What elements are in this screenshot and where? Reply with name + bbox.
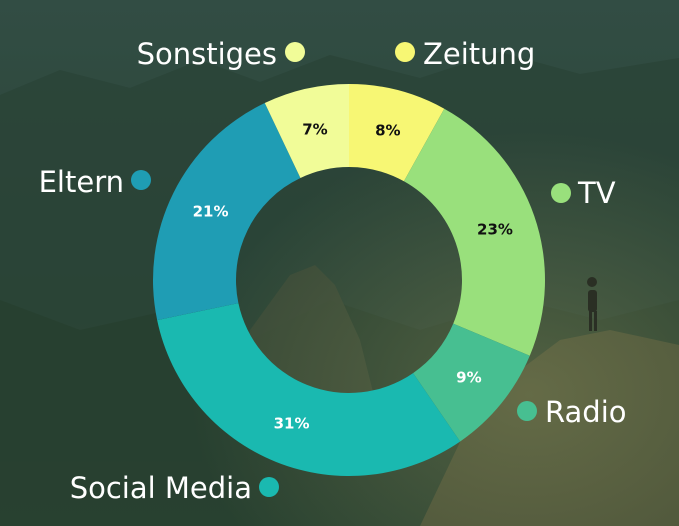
slice-social-media — [157, 303, 461, 476]
hiker-figure — [587, 277, 597, 331]
slice-sonstiges — [264, 84, 349, 178]
legend-dot-zeitung — [395, 42, 415, 62]
pct-label-social-media: 31% — [274, 414, 310, 432]
pct-label-sonstiges: 7% — [302, 120, 327, 138]
slice-radio — [413, 323, 530, 442]
legend-dot-sonstiges — [285, 42, 305, 62]
pct-label-eltern: 21% — [193, 202, 229, 220]
slice-eltern — [153, 103, 301, 321]
pct-label-radio: 9% — [456, 368, 481, 386]
legend-dot-radio — [517, 401, 537, 421]
category-label-eltern: Eltern — [39, 165, 124, 199]
category-label-tv: TV — [577, 176, 616, 210]
legend-dot-eltern — [131, 170, 151, 190]
slice-zeitung — [349, 84, 445, 182]
category-label-sonstiges: Sonstiges — [137, 37, 277, 71]
pct-label-zeitung: 8% — [375, 121, 400, 139]
category-label-social-media: Social Media — [70, 471, 252, 505]
slice-tv — [403, 108, 545, 356]
category-label-zeitung: Zeitung — [423, 37, 535, 71]
legend-dot-tv — [551, 183, 571, 203]
legend-dot-social-media — [259, 477, 279, 497]
pct-label-tv: 23% — [477, 220, 513, 238]
category-label-radio: Radio — [545, 395, 627, 429]
